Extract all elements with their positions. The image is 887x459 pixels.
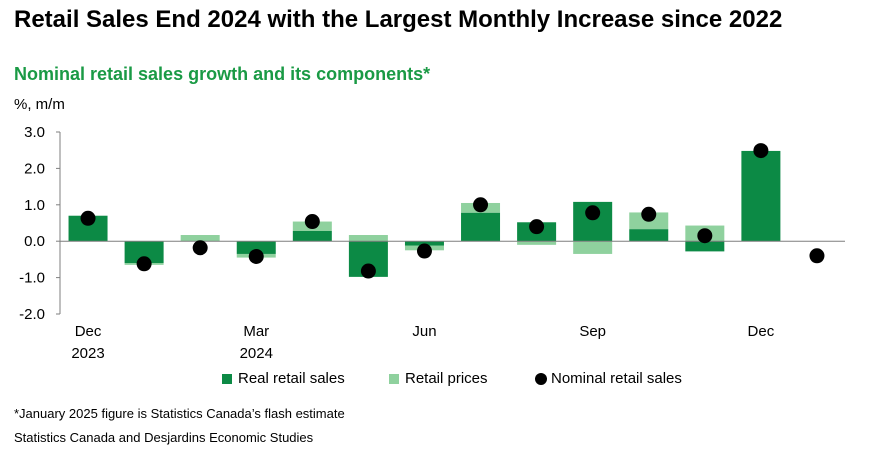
x-tick-label: Dec <box>748 323 775 340</box>
y-tick-label: -1.0 <box>19 270 45 287</box>
legend-label-prices: Retail prices <box>405 370 488 387</box>
bar-retail-prices <box>348 235 388 242</box>
legend-swatch-real <box>222 373 232 384</box>
y-tick-label: 1.0 <box>24 197 45 214</box>
footnote: *January 2025 figure is Statistics Canad… <box>14 406 345 421</box>
bar-real-retail-sales <box>404 241 444 246</box>
bar-real-retail-sales <box>741 150 781 242</box>
bar-real-retail-sales <box>685 241 725 252</box>
nominal-retail-sales-points <box>80 143 825 279</box>
bar-retail-prices <box>573 241 613 254</box>
x-tick-label: Mar <box>243 323 269 340</box>
source-note: Statistics Canada and Desjardins Economi… <box>14 430 314 445</box>
x-tick-label-year: 2023 <box>71 345 104 362</box>
legend-label-nominal: Nominal retail sales <box>551 370 682 387</box>
point-nominal-retail-sales <box>641 206 657 222</box>
point-nominal-retail-sales <box>809 248 825 264</box>
x-tick-label: Dec <box>75 323 102 340</box>
y-axis-unit-label: %, m/m <box>14 96 65 113</box>
x-tick-label-year: 2024 <box>240 345 273 362</box>
y-tick-label: 3.0 <box>24 124 45 141</box>
point-nominal-retail-sales <box>248 248 264 264</box>
y-axis-ticks: 3.0 2.0 1.0 0.0 -1.0 -2.0 <box>19 124 60 323</box>
bar-real-retail-sales <box>292 231 332 242</box>
point-nominal-retail-sales <box>136 256 152 272</box>
bar-real-retail-sales <box>461 212 501 242</box>
legend-item-nominal: Nominal retail sales <box>535 370 682 387</box>
legend-marker-nominal <box>535 372 547 385</box>
point-nominal-retail-sales <box>473 197 489 213</box>
y-tick-label: 2.0 <box>24 160 45 177</box>
legend: Real retail sales Retail prices Nominal … <box>0 370 887 390</box>
bar-real-retail-sales <box>236 241 276 254</box>
point-nominal-retail-sales <box>192 240 208 256</box>
point-nominal-retail-sales <box>697 228 713 244</box>
x-tick-label: Sep <box>579 323 606 340</box>
point-nominal-retail-sales <box>304 214 320 230</box>
point-nominal-retail-sales <box>360 263 376 279</box>
real-retail-sales-bars <box>68 150 781 277</box>
legend-item-real: Real retail sales <box>222 370 345 387</box>
point-nominal-retail-sales <box>585 205 601 221</box>
x-axis-tick-labels: Dec 2023 Mar 2024 Jun Sep Dec <box>71 323 774 362</box>
legend-swatch-prices <box>389 373 399 384</box>
legend-item-prices: Retail prices <box>389 370 488 387</box>
bar-retail-prices <box>180 235 220 242</box>
bar-real-retail-sales <box>629 229 669 242</box>
y-tick-label: 0.0 <box>24 233 45 250</box>
point-nominal-retail-sales <box>529 219 545 235</box>
point-nominal-retail-sales <box>753 143 769 159</box>
y-tick-label: -2.0 <box>19 306 45 323</box>
chart-subtitle: Nominal retail sales growth and its comp… <box>14 64 431 84</box>
point-nominal-retail-sales <box>416 243 432 259</box>
bar-real-retail-sales <box>124 241 164 264</box>
legend-label-real: Real retail sales <box>238 370 345 387</box>
x-tick-label: Jun <box>412 323 436 340</box>
point-nominal-retail-sales <box>80 210 96 226</box>
chart-title: Retail Sales End 2024 with the Largest M… <box>14 6 783 33</box>
bar-retail-prices <box>517 241 557 245</box>
